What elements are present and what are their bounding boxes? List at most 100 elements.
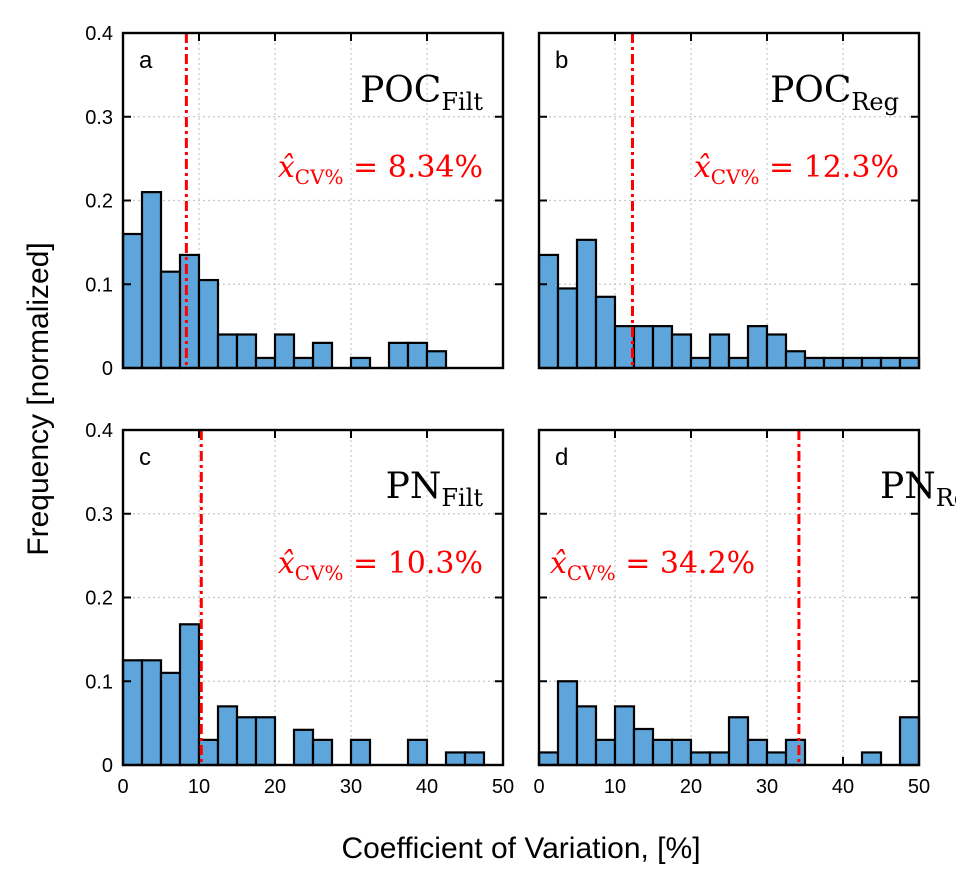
histogram-bar xyxy=(292,356,315,370)
median-symbol-subscript: CV% xyxy=(295,561,344,585)
y-tick-label: 0.4 xyxy=(85,23,113,45)
y-tick-label: 0.2 xyxy=(85,588,113,610)
median-annotation: x̂CV% = 34.2% xyxy=(550,546,755,585)
panel-title-subscript: Filt xyxy=(441,484,483,512)
histogram-bar xyxy=(178,253,201,370)
median-symbol-subscript: CV% xyxy=(295,165,344,189)
median-symbol: x̂ xyxy=(694,150,711,185)
histogram-bar xyxy=(898,356,921,370)
panel-title-main: POC xyxy=(360,70,441,111)
y-tick-label: 0.1 xyxy=(85,671,113,693)
histogram-bar xyxy=(349,738,372,767)
panel-letter: c xyxy=(139,444,151,471)
histogram-bar xyxy=(254,356,277,370)
panel-title: POCReg xyxy=(770,70,899,116)
histogram-bar xyxy=(311,738,334,767)
panel-title: PNFilt xyxy=(386,466,484,512)
histogram-bar xyxy=(898,716,921,767)
histogram-bar xyxy=(121,232,144,370)
histogram-bar xyxy=(140,659,163,767)
histogram-bar xyxy=(575,705,598,767)
histogram-bar xyxy=(349,356,372,370)
x-tick-label: 10 xyxy=(188,776,210,798)
histogram-bar xyxy=(670,738,693,767)
median-symbol: x̂ xyxy=(278,546,295,581)
histogram-bar xyxy=(594,295,617,370)
panel-letter: d xyxy=(555,444,568,471)
histogram-bar xyxy=(632,325,655,370)
x-tick-label: 20 xyxy=(264,776,286,798)
histogram-bar xyxy=(784,350,807,370)
panel-title-main: PN xyxy=(880,466,936,507)
histogram-bar xyxy=(784,738,807,767)
y-tick-label: 0 xyxy=(102,358,113,380)
x-axis-title: Coefficient of Variation, [%] xyxy=(341,832,700,865)
histogram-bar xyxy=(613,705,636,767)
x-tick-label: 40 xyxy=(832,776,854,798)
y-tick-label: 0.4 xyxy=(85,420,113,442)
y-axis-title: Frequency [normalized] xyxy=(22,242,55,555)
median-symbol: x̂ xyxy=(550,546,567,581)
x-tick-label: 50 xyxy=(492,776,514,798)
histogram-bar xyxy=(651,738,674,767)
histogram-bar xyxy=(575,238,598,370)
median-annotation: x̂CV% = 8.34% xyxy=(278,150,483,189)
histogram-bar xyxy=(670,333,693,370)
panel-title-subscript: Reg xyxy=(851,88,899,116)
x-tick-label: 40 xyxy=(416,776,438,798)
x-tick-label: 10 xyxy=(604,776,626,798)
histogram-bar xyxy=(632,727,655,767)
histogram-bar xyxy=(689,356,712,370)
histogram-bar xyxy=(746,738,769,767)
histogram-bar xyxy=(140,191,163,370)
y-tick-label: 0.2 xyxy=(85,191,113,213)
x-tick-label: 20 xyxy=(680,776,702,798)
histogram-bar xyxy=(537,751,560,767)
panel-letter: a xyxy=(139,47,153,74)
histogram-bar xyxy=(841,356,864,370)
panel-c: 0 10 20 30 40 50 0 0.1 0.2 0.3 0.4 c PNFilt x̂CV% = 1… xyxy=(85,420,514,798)
y-tick-label: 0.1 xyxy=(85,274,113,296)
histogram-bar xyxy=(311,341,334,370)
y-tick-label: 0 xyxy=(102,755,113,777)
histogram-bar xyxy=(708,751,731,767)
histogram-bar xyxy=(425,350,448,370)
histogram-bar xyxy=(292,728,315,767)
y-tick-label: 0.3 xyxy=(85,504,113,526)
histogram-bar xyxy=(197,278,220,370)
histogram-bar xyxy=(556,680,579,767)
histogram-bar xyxy=(708,333,731,370)
histogram-bar xyxy=(727,356,750,370)
panel-title-main: PN xyxy=(386,466,442,507)
histogram-bar xyxy=(765,333,788,370)
histogram-bar xyxy=(159,671,182,767)
histogram-bar xyxy=(178,623,201,767)
median-value: = 12.3% xyxy=(759,150,899,185)
x-tick-label: 0 xyxy=(117,776,128,798)
panel-title-main: POC xyxy=(770,70,851,111)
panel-title: PNReg xyxy=(880,466,956,512)
panel-title-subscript: Reg xyxy=(936,484,956,512)
histogram-bar xyxy=(406,738,429,767)
histogram-bar xyxy=(822,356,845,370)
histogram-bar xyxy=(406,341,429,370)
histogram-bar xyxy=(651,325,674,370)
histogram-bar xyxy=(765,751,788,767)
median-value: = 34.2% xyxy=(616,546,756,581)
histogram-bar xyxy=(727,716,750,767)
histogram-bar xyxy=(121,659,144,767)
histogram-bar xyxy=(803,356,826,370)
histogram-bar xyxy=(746,325,769,370)
histogram-bar xyxy=(879,356,902,370)
median-symbol-subscript: CV% xyxy=(567,561,616,585)
histogram-bar xyxy=(860,751,883,767)
median-annotation: x̂CV% = 12.3% xyxy=(694,150,899,189)
histogram-bar xyxy=(537,253,560,370)
histogram-bar xyxy=(463,751,486,767)
histogram-bar xyxy=(689,751,712,767)
histogram-bar xyxy=(444,751,467,767)
median-annotation: x̂CV% = 10.3% xyxy=(278,546,483,585)
x-tick-label: 30 xyxy=(340,776,362,798)
